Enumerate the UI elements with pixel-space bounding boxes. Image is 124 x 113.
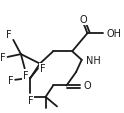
Text: F: F [28,95,33,105]
Text: F: F [8,75,13,85]
Text: OH: OH [106,29,121,39]
Text: F: F [0,52,6,62]
Text: F: F [23,71,28,81]
Text: F: F [40,64,46,74]
Text: O: O [84,81,91,91]
Text: O: O [80,15,87,25]
Text: NH: NH [86,55,100,65]
Text: F: F [6,30,11,40]
